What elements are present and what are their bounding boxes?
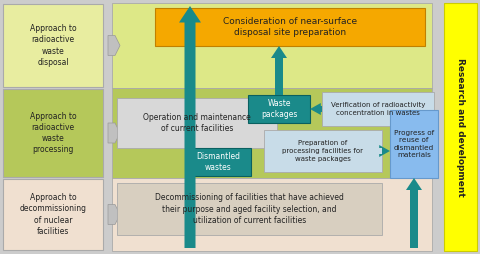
Bar	[322, 92, 434, 126]
Text: Approach to
decommissioning
of nuclear
facilities: Approach to decommissioning of nuclear f…	[20, 193, 86, 236]
Polygon shape	[310, 103, 322, 115]
Text: Operation and maintenance
of current facilities: Operation and maintenance of current fac…	[143, 113, 251, 133]
Polygon shape	[108, 36, 120, 56]
Text: Approach to
radioactive
waste
disposal: Approach to radioactive waste disposal	[30, 24, 76, 67]
Bar	[117, 98, 277, 148]
Bar	[112, 88, 432, 178]
Text: Consideration of near-surface
disposal site preparation: Consideration of near-surface disposal s…	[223, 17, 357, 37]
Text: Waste
packages: Waste packages	[261, 99, 297, 119]
Polygon shape	[108, 204, 120, 225]
Bar	[155, 8, 425, 46]
Bar	[112, 3, 432, 88]
Bar	[390, 110, 438, 178]
Text: Verification of radioactivity
concentration in wastes: Verification of radioactivity concentrat…	[331, 102, 425, 116]
Bar	[186, 148, 251, 176]
Bar	[3, 4, 103, 87]
Bar	[444, 3, 477, 251]
Text: Research and development: Research and development	[456, 58, 465, 196]
Bar	[3, 89, 103, 177]
Bar	[117, 183, 382, 235]
Bar	[112, 178, 432, 251]
Bar	[248, 95, 310, 123]
Bar	[3, 179, 103, 250]
Polygon shape	[379, 145, 390, 157]
Text: Preparation of
processing facilities for
waste packages: Preparation of processing facilities for…	[283, 140, 363, 162]
Bar	[264, 130, 382, 172]
Text: Dismantled
wastes: Dismantled wastes	[196, 152, 240, 172]
Text: Approach to
radioactive
waste
processing: Approach to radioactive waste processing	[30, 112, 76, 154]
Text: Decommissioning of facilities that have achieved
their purpose and aged facility: Decommissioning of facilities that have …	[155, 193, 344, 225]
Text: Progress of
reuse of
dismantled
materials: Progress of reuse of dismantled material…	[394, 130, 434, 158]
Polygon shape	[108, 123, 120, 143]
Polygon shape	[271, 46, 287, 95]
Polygon shape	[406, 178, 422, 248]
Polygon shape	[179, 6, 201, 248]
